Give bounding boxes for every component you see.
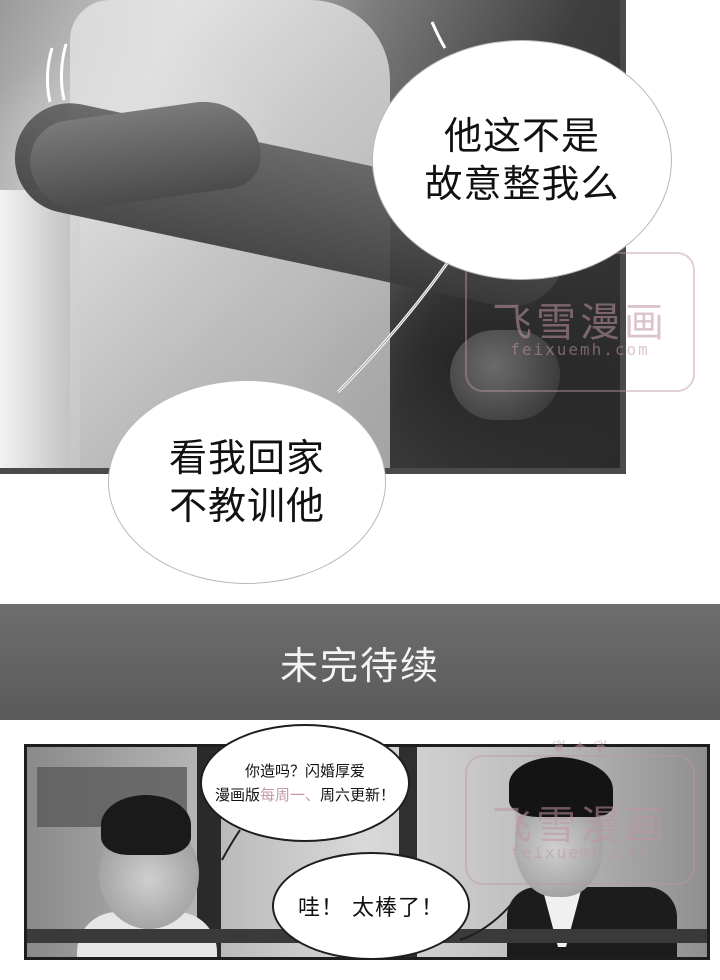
watermark-frame [465,755,695,885]
bubble-tails [337,261,449,393]
speech-line: 看我回家 [168,436,325,480]
ornament-icon: ❦ ✦ ❦ [551,737,609,758]
watermark-url: feixuemh.com [510,843,650,862]
speech-line: 你造吗？闪婚厚爱 [244,762,365,780]
to-be-continued-banner: 未完待续 [0,604,720,720]
watermark: ❦ ✦ ❦ 飞雪漫画 feixuemh.com [455,232,705,412]
speech-bubble: 你造吗？闪婚厚爱 漫画版每周一、周六更新！ [200,724,410,842]
man-hair [509,757,613,817]
speech-bubble: 哇！ 太棒了！ [272,852,470,960]
watermark-title: 飞雪漫画 [492,300,668,346]
speed-lines-icon [45,43,68,103]
banner-text: 未完待续 [279,643,440,688]
speech-line: 故意整我么 [424,162,620,206]
speech-text: 他这不是 故意整我么 [424,112,619,208]
watermark: ❦ ✦ ❦ 飞雪漫画 feixuemh.com [455,735,705,905]
watermark-url: feixuemh.com [510,340,650,359]
speech-bubble: 他这不是 故意整我么 [372,40,672,280]
background-wall [0,190,80,468]
woman-hair [101,795,191,855]
speech-line: 不教训他 [168,484,325,528]
speech-fragment: 漫画版 [214,786,260,804]
man-figure [507,887,677,957]
speech-bubble: 看我回家 不教训他 [108,380,386,584]
speech-line: 他这不是 [443,114,600,158]
speech-fragment: 每周一、 [259,786,320,804]
speech-text: 看我回家 不教训他 [169,434,325,530]
speech-text: 你造吗？闪婚厚爱 漫画版每周一、周六更新！ [215,759,395,807]
speech-line: 漫画版每周一、周六更新！ [215,783,395,807]
watermark-title: 飞雪漫画 [492,803,668,849]
speech-text: 哇！ 太棒了！ [298,896,444,921]
speech-fragment: 周六更新！ [320,786,396,804]
bubble-tails [221,829,516,941]
